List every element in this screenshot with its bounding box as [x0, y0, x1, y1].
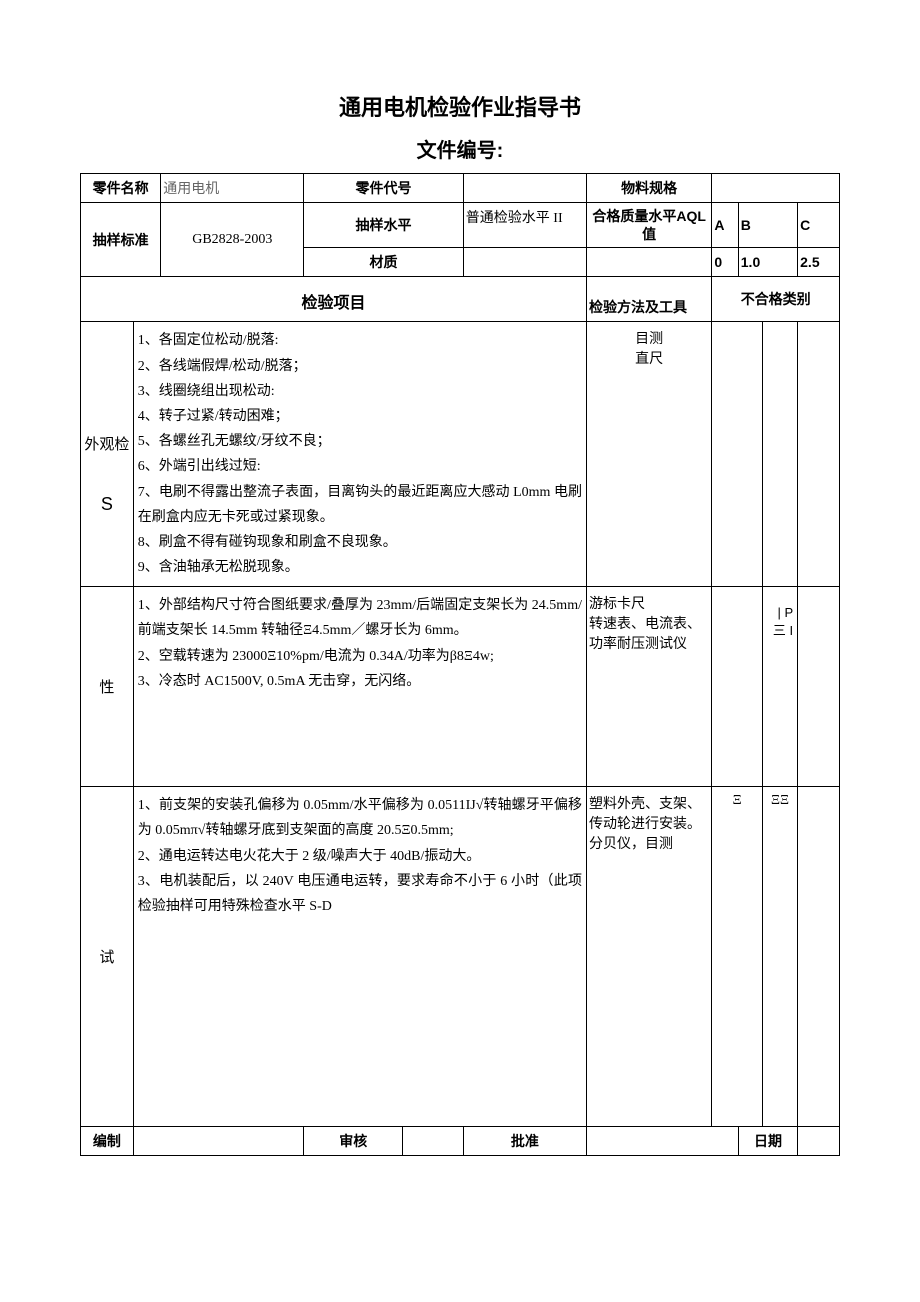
material-value [463, 248, 586, 277]
part-code-value [463, 174, 586, 203]
empty-cell-1 [586, 248, 711, 277]
section-2-col-c [798, 587, 840, 787]
sub-title: 文件编号: [80, 134, 840, 163]
approve-label: 批准 [463, 1127, 586, 1156]
sampling-std-value: GB2828-2003 [161, 203, 304, 277]
section-3-label: 试 [81, 787, 134, 1127]
part-name-value: 通用电机 [161, 174, 304, 203]
material-spec-label: 物料规格 [586, 174, 711, 203]
date-value [798, 1127, 840, 1156]
compile-label: 编制 [81, 1127, 134, 1156]
b-val: 1.0 [738, 248, 797, 277]
inspection-table: 零件名称 通用电机 零件代号 物料规格 抽样标准 GB2828-2003 抽样水… [80, 173, 840, 1156]
section-2-content: 1、外部结构尺寸符合图纸要求/叠厚为 23mm/后端固定支架长为 24.5mm/… [133, 587, 586, 787]
section-1-col-a [712, 322, 763, 587]
footer-row: 编制 审核 批准 日期 [81, 1127, 840, 1156]
c-label: C [798, 203, 840, 248]
section-2-row: 性 1、外部结构尺寸符合图纸要求/叠厚为 23mm/后端固定支架长为 24.5m… [81, 587, 840, 787]
sampling-std-label: 抽样标准 [81, 203, 161, 277]
material-label: 材质 [304, 248, 464, 277]
approve-value [586, 1127, 738, 1156]
part-code-label: 零件代号 [304, 174, 464, 203]
section-1-content: 1、各固定位松动/脱落: 2、各线端假焊/松动/脱落； 3、线圈绕组出现松动: … [133, 322, 586, 587]
c-val: 2.5 [798, 248, 840, 277]
section-2-method: 游标卡尺 转速表、电流表、功率耐压测试仪 [586, 587, 711, 787]
defect-type-header: 不合格类别 [712, 277, 840, 322]
section-3-col-c [798, 787, 840, 1127]
section-1-label-text2: S [81, 494, 133, 515]
review-label: 审核 [304, 1127, 403, 1156]
aql-label: 合格质量水平AQL 值 [586, 203, 711, 248]
sampling-level-label: 抽样水平 [304, 203, 464, 248]
section-3-method: 塑料外壳、支架、传动轮进行安装。 分贝仪，目测 [586, 787, 711, 1127]
inspection-item-header: 检验项目 [81, 277, 587, 322]
a-label: A [712, 203, 738, 248]
material-spec-value [712, 174, 840, 203]
section-3-col-a: Ξ [712, 787, 763, 1127]
review-value [403, 1127, 464, 1156]
sampling-level-value: 普通检验水平 II [463, 203, 586, 248]
a-val: 0 [712, 248, 738, 277]
section-3-content: 1、前支架的安装孔偏移为 0.05mm/水平偏移为 0.0511IJ√转轴螺牙平… [133, 787, 586, 1127]
section-1-method: 目测 直尺 [586, 322, 711, 587]
header-row-2: 抽样标准 GB2828-2003 抽样水平 普通检验水平 II 合格质量水平AQ… [81, 203, 840, 248]
method-tool-header: 检验方法及工具 [586, 277, 711, 322]
section-3-col-b: ΞΞ [762, 787, 797, 1127]
section-2-col-a [712, 587, 763, 787]
section-1-label-text1: 外观检 [81, 433, 133, 454]
section-2-label: 性 [81, 587, 134, 787]
main-title: 通用电机检验作业指导书 [80, 90, 840, 122]
header-row-1: 零件名称 通用电机 零件代号 物料规格 [81, 174, 840, 203]
section-1-col-b [762, 322, 797, 587]
b-label: B [738, 203, 797, 248]
section-2-col-b: | P 三 I [762, 587, 797, 787]
compile-value [133, 1127, 304, 1156]
part-name-label: 零件名称 [81, 174, 161, 203]
section-1-col-c [798, 322, 840, 587]
section-3-row: 试 1、前支架的安装孔偏移为 0.05mm/水平偏移为 0.0511IJ√转轴螺… [81, 787, 840, 1127]
section-header-row: 检验项目 检验方法及工具 不合格类别 [81, 277, 840, 322]
section-1-row: 外观检 S 1、各固定位松动/脱落: 2、各线端假焊/松动/脱落； 3、线圈绕组… [81, 322, 840, 587]
section-1-label: 外观检 S [81, 322, 134, 587]
date-label: 日期 [738, 1127, 797, 1156]
